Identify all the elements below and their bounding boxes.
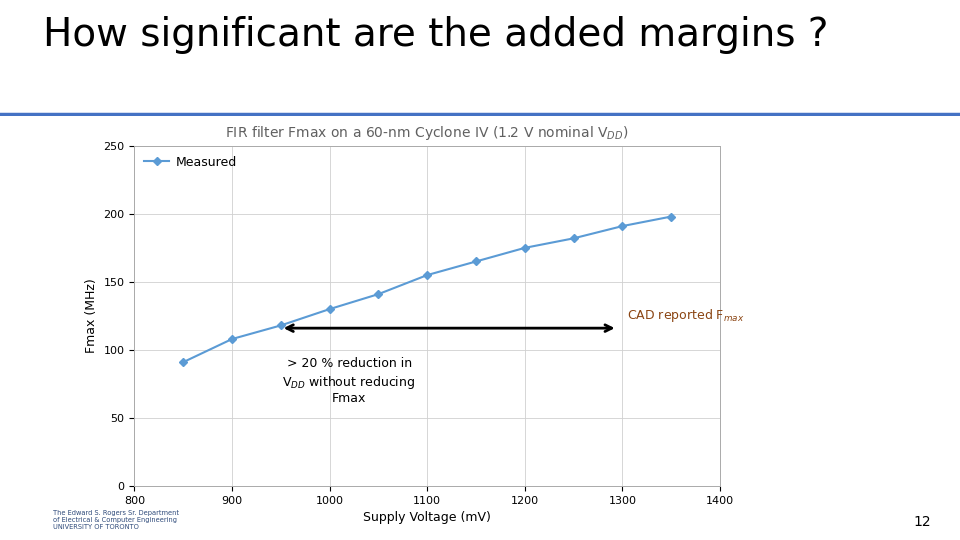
Y-axis label: Fmax (MHz): Fmax (MHz) xyxy=(85,279,98,353)
Text: V$_{DD}$ without reducing: V$_{DD}$ without reducing xyxy=(282,374,416,392)
Title: FIR filter Fmax on a 60-nm Cyclone IV (1.2 V nominal V$_{DD}$): FIR filter Fmax on a 60-nm Cyclone IV (1… xyxy=(226,124,629,143)
Text: How significant are the added margins ?: How significant are the added margins ? xyxy=(43,16,828,54)
Text: 12: 12 xyxy=(914,515,931,529)
X-axis label: Supply Voltage (mV): Supply Voltage (mV) xyxy=(363,511,492,524)
Text: The Edward S. Rogers Sr. Department
of Electrical & Computer Engineering
UNIVERS: The Edward S. Rogers Sr. Department of E… xyxy=(53,510,179,530)
Text: > 20 % reduction in: > 20 % reduction in xyxy=(286,357,412,370)
Text: CAD reported F$_{max}$: CAD reported F$_{max}$ xyxy=(627,307,745,325)
Legend: Measured: Measured xyxy=(141,152,241,173)
Text: Fmax: Fmax xyxy=(332,392,367,405)
